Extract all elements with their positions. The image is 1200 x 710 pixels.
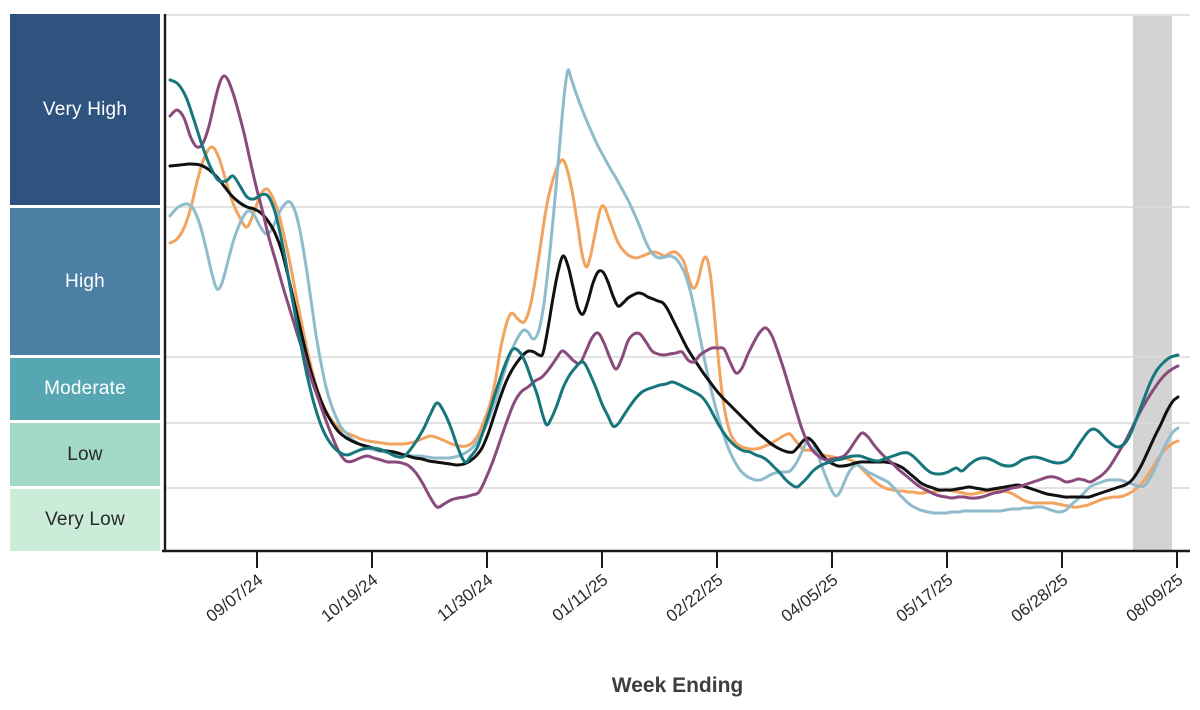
provisional-data-shaded-region (1133, 16, 1172, 551)
y-band-label: Very High (42, 98, 128, 120)
y-band-very-high: Very High (10, 14, 160, 205)
x-axis-title: Week Ending (611, 674, 744, 697)
x-axis-tick-label: 05/17/25 (893, 570, 957, 626)
series-line-light-blue (168, 68, 1180, 515)
y-band-label: Moderate (44, 378, 126, 399)
y-band-label: Low (67, 443, 103, 465)
x-axis-tick-label: 09/07/24 (203, 570, 267, 626)
series-line-teal (168, 78, 1180, 489)
x-axis-tick-label: 06/28/25 (1008, 570, 1072, 626)
y-band-high: High (10, 208, 160, 355)
x-axis-tick-label: 10/19/24 (318, 570, 382, 626)
x-axis-tick-label: 01/11/25 (549, 570, 612, 625)
series-line-purple (168, 74, 1180, 509)
y-band-label: Very Low (45, 509, 125, 530)
y-band-low: Low (10, 423, 160, 486)
x-axis-tick-label: 04/05/25 (778, 570, 842, 626)
y-band-moderate: Moderate (10, 358, 160, 420)
x-axis-tick-label: 08/09/25 (1123, 570, 1187, 626)
series-line-orange (168, 145, 1180, 509)
series-line-black (168, 162, 1180, 499)
x-axis-tick-label: 11/30/24 (434, 570, 497, 625)
x-axis-tick-label: 02/22/25 (663, 570, 727, 626)
y-band-label: High (65, 270, 105, 292)
y-band-very-low: Very Low (10, 489, 160, 551)
